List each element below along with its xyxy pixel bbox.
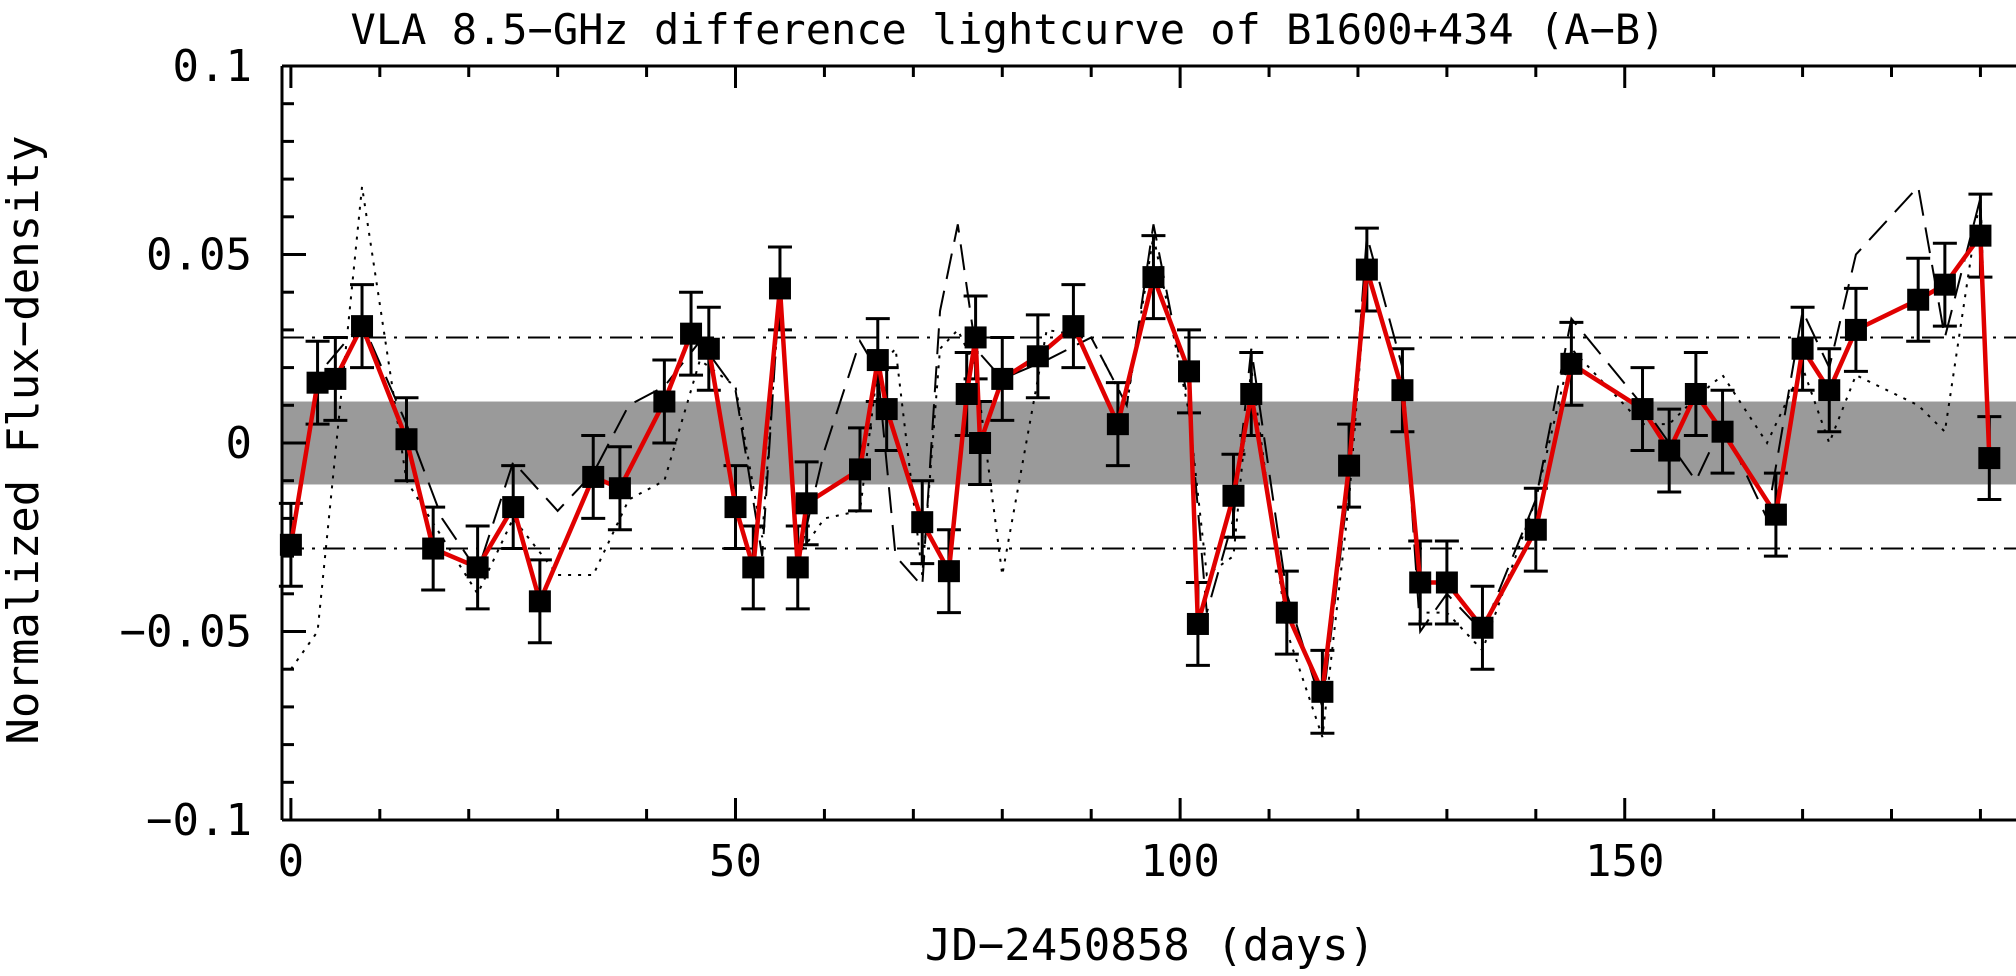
data-point bbox=[795, 492, 818, 515]
data-point bbox=[502, 496, 525, 519]
y-tick-label: −0.05 bbox=[120, 607, 252, 658]
data-point bbox=[849, 458, 871, 481]
data-point bbox=[653, 390, 676, 413]
data-point bbox=[466, 556, 489, 579]
data-point bbox=[911, 511, 934, 534]
dashed-series-line bbox=[289, 184, 1991, 708]
data-point bbox=[1311, 680, 1334, 703]
data-point bbox=[955, 382, 978, 405]
plot-area: 0 50 100 150 −0.1 −0.05 0 0.05 0.1 bbox=[120, 41, 2016, 887]
data-point bbox=[1391, 379, 1414, 402]
data-point bbox=[1978, 447, 2001, 470]
data-point bbox=[1178, 360, 1201, 383]
data-point bbox=[1969, 224, 1992, 247]
data-point bbox=[306, 371, 329, 394]
data-point bbox=[1764, 503, 1787, 526]
y-tick-label: 0.1 bbox=[173, 41, 252, 92]
data-point bbox=[1026, 345, 1049, 368]
data-point bbox=[1186, 612, 1209, 635]
data-point bbox=[279, 533, 302, 556]
data-point bbox=[1106, 413, 1129, 436]
main-series-line bbox=[288, 233, 1992, 695]
data-point bbox=[1933, 273, 1956, 296]
data-point bbox=[608, 477, 631, 500]
x-tick-label: 0 bbox=[278, 836, 305, 887]
y-tick-label: 0 bbox=[226, 418, 253, 469]
data-point bbox=[697, 337, 720, 360]
chart-title: VLA 8.5−GHz difference lightcurve of B16… bbox=[351, 5, 1666, 54]
data-point bbox=[395, 428, 418, 451]
data-point bbox=[1844, 318, 1867, 341]
data-point bbox=[724, 496, 747, 519]
x-tick-label: 50 bbox=[709, 836, 762, 887]
data-point bbox=[422, 537, 445, 560]
y-axis-label: Normalized Flux−density bbox=[0, 135, 49, 744]
data-point bbox=[1711, 420, 1734, 443]
data-point bbox=[1338, 454, 1361, 477]
data-point bbox=[964, 326, 987, 349]
data-point bbox=[1818, 379, 1841, 402]
data-point bbox=[528, 590, 551, 613]
data-point bbox=[1062, 315, 1085, 338]
data-point bbox=[1240, 382, 1263, 405]
data-point bbox=[1222, 484, 1245, 507]
data-point bbox=[969, 432, 992, 454]
data-point bbox=[991, 367, 1014, 390]
x-tick-label: 150 bbox=[1585, 836, 1664, 887]
data-point bbox=[937, 560, 960, 583]
shaded-band bbox=[282, 401, 2016, 485]
data-point bbox=[351, 315, 374, 338]
x-axis-label: JD−2450858 (days) bbox=[925, 920, 1375, 971]
data-point bbox=[1275, 601, 1298, 624]
data-point bbox=[582, 465, 605, 488]
data-point bbox=[1684, 382, 1707, 405]
data-point bbox=[875, 398, 898, 421]
x-tick-label: 100 bbox=[1140, 836, 1219, 887]
data-point bbox=[1524, 518, 1547, 541]
data-point bbox=[1142, 266, 1165, 289]
data-point bbox=[1560, 352, 1583, 375]
data-point bbox=[1355, 258, 1378, 281]
data-point bbox=[680, 322, 703, 345]
data-point bbox=[324, 367, 347, 390]
data-point bbox=[1409, 571, 1432, 594]
data-point bbox=[1435, 571, 1458, 594]
data-point bbox=[1791, 337, 1814, 360]
data-point bbox=[768, 277, 791, 300]
data-point bbox=[1631, 398, 1654, 421]
data-point bbox=[1471, 616, 1494, 639]
data-point bbox=[742, 556, 765, 579]
y-tick-label: 0.05 bbox=[146, 230, 252, 281]
y-tick-label: −0.1 bbox=[146, 795, 252, 846]
data-point bbox=[786, 556, 809, 579]
data-point bbox=[1907, 288, 1930, 311]
data-point bbox=[866, 349, 889, 372]
data-point bbox=[1658, 439, 1681, 462]
